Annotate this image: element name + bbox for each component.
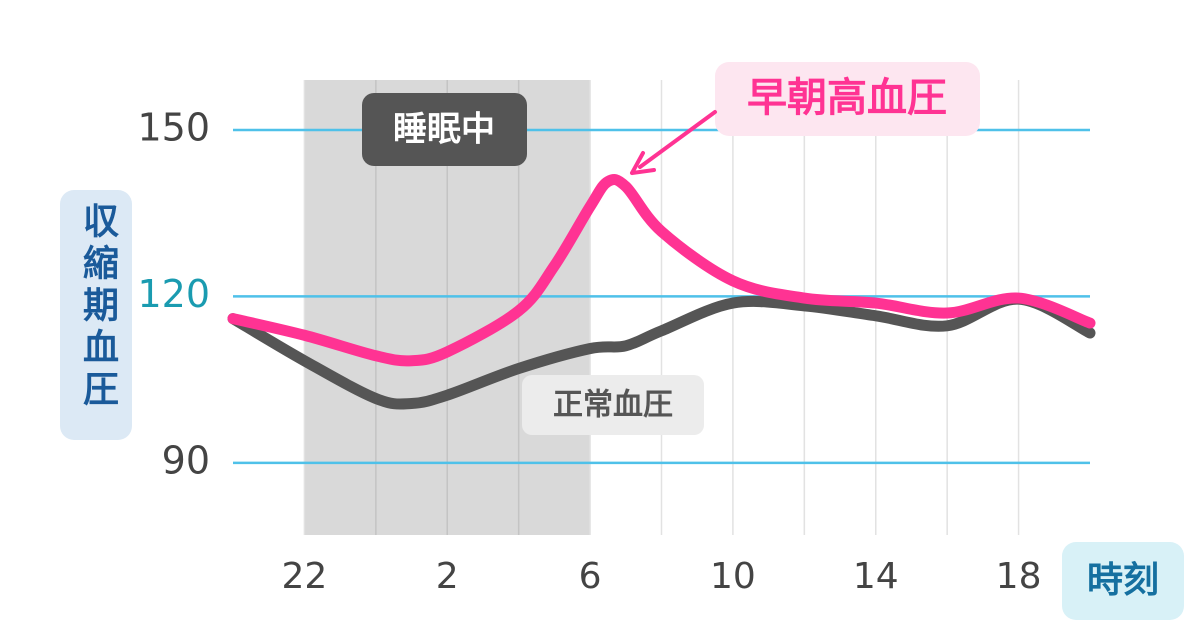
x-tick-label: 14 [853,556,899,597]
x-tick-label: 6 [579,556,602,597]
y-tick-label: 120 [137,272,210,316]
x-tick-label: 18 [996,556,1042,597]
x-tick-label: 22 [282,556,328,597]
x-axis-label: 時刻 [1087,560,1159,601]
y-tick-label: 150 [137,105,210,149]
y-axis-label: 収縮期血圧 [77,202,119,412]
high-label: 早朝高血圧 [747,75,947,121]
series-line [227,293,1096,410]
x-tick-label: 2 [436,556,459,597]
y-tick-label: 90 [162,438,210,482]
y-label-box [60,190,132,440]
normal-label: 正常血圧 [553,388,673,423]
normal-label-box [522,375,704,435]
x-tick-label: 10 [710,556,756,597]
sleep-label: 睡眠中 [393,110,495,150]
x-label-box [1062,542,1184,620]
arrow-shaft [638,110,717,169]
sleep-label-box [362,93,527,166]
high-label-box [715,62,980,136]
series-line [227,173,1096,367]
arrow-head [630,151,656,175]
